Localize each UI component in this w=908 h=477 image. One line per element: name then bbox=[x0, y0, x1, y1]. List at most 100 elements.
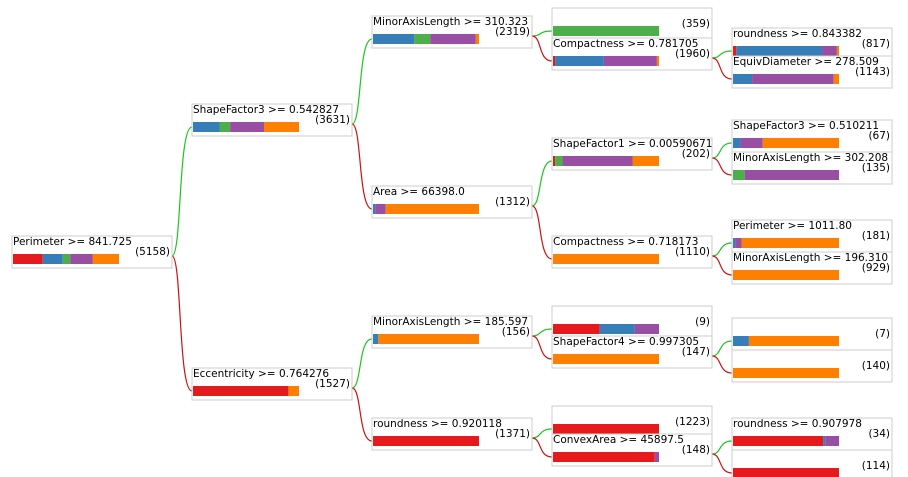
tree-node-n14: (1223) bbox=[551, 405, 713, 439]
class-bar-segment bbox=[741, 238, 839, 248]
class-bar-segment bbox=[219, 122, 231, 132]
class-bar-segment bbox=[733, 436, 824, 446]
edge-n1-n2 bbox=[171, 126, 193, 257]
node-condition: Perimeter >= 841.725 bbox=[13, 236, 132, 248]
edge-n5-n11 bbox=[531, 205, 553, 260]
class-bar-segment bbox=[553, 156, 556, 166]
node-condition: roundness >= 0.843382 bbox=[733, 28, 862, 40]
node-condition: Perimeter >= 1011.80 bbox=[733, 220, 852, 232]
tree-node-n6: MinorAxisLength >= 185.597(156) bbox=[371, 315, 533, 349]
class-bar-segment bbox=[553, 354, 659, 364]
class-bar-segment bbox=[62, 254, 71, 264]
class-bar-segment bbox=[373, 334, 379, 344]
tree-node-n19: MinorAxisLength >= 302.208(135) bbox=[731, 151, 893, 185]
tree-node-n5: Area >= 66398.0 (1312) bbox=[371, 185, 533, 219]
class-bar-segment bbox=[752, 74, 834, 84]
tree-node-n1: Perimeter >= 841.725(5158) bbox=[11, 235, 173, 269]
node-condition: ShapeFactor4 >= 0.997305 bbox=[553, 336, 699, 348]
node-count: (2319) bbox=[495, 26, 530, 38]
node-condition: Compactness >= 0.718173 bbox=[553, 236, 698, 248]
edge-n7-n15 bbox=[531, 437, 553, 458]
node-condition: ShapeFactor1 >= 0.00590671 bbox=[553, 138, 712, 150]
edge-n15-n25 bbox=[711, 453, 733, 474]
edge-n7-n14 bbox=[531, 428, 553, 439]
tree-node-n24: roundness >= 0.907978 (34) bbox=[731, 417, 893, 451]
edge-n11-n20 bbox=[711, 242, 733, 257]
node-count: (3631) bbox=[315, 114, 350, 126]
class-bar-segment bbox=[825, 436, 839, 446]
class-bar-segment bbox=[634, 324, 659, 334]
class-bar-segment bbox=[733, 468, 839, 477]
tree-node-n25: (114) bbox=[731, 449, 893, 477]
edge-n3-n6 bbox=[351, 338, 373, 389]
tree-node-n23: (140) bbox=[731, 349, 893, 383]
edge-n4-n8 bbox=[531, 30, 553, 37]
edge-n1-n3 bbox=[171, 255, 193, 392]
class-bar-segment bbox=[555, 156, 563, 166]
class-bar-segment bbox=[632, 156, 659, 166]
class-bar-segment bbox=[823, 436, 826, 446]
class-bar-segment bbox=[475, 34, 479, 44]
class-bar-segment bbox=[373, 436, 479, 446]
edge-n6-n12 bbox=[531, 328, 553, 337]
edge-n10-n19 bbox=[711, 157, 733, 176]
edge-n2-n4 bbox=[351, 38, 373, 125]
class-bar-segment bbox=[762, 138, 839, 148]
class-bar-segment bbox=[13, 254, 43, 264]
tree-node-n15: ConvexArea >= 45897.5(148) bbox=[551, 433, 713, 467]
class-bar-segment bbox=[733, 138, 741, 148]
node-condition: ShapeFactor3 >= 0.510211 bbox=[733, 120, 879, 132]
tree-node-n16: roundness >= 0.843382(817) bbox=[731, 27, 893, 61]
class-bar-segment bbox=[744, 170, 839, 180]
class-bar-segment bbox=[553, 452, 655, 462]
class-bar-segment bbox=[733, 46, 737, 56]
tree-nodes: Perimeter >= 841.725(5158) ShapeFactor3 >… bbox=[11, 7, 893, 477]
node-condition: ShapeFactor3 >= 0.542827 bbox=[193, 104, 339, 116]
node-condition: Compactness >= 0.781705 bbox=[553, 38, 698, 50]
edge-n11-n21 bbox=[711, 255, 733, 276]
class-bar-segment bbox=[373, 34, 415, 44]
node-count: (1312) bbox=[495, 196, 530, 208]
class-bar-segment bbox=[822, 46, 837, 56]
class-bar-segment bbox=[70, 254, 93, 264]
class-bar-segment bbox=[288, 386, 299, 396]
class-bar-segment bbox=[736, 46, 823, 56]
tree-node-n3: Eccentricity >= 0.764276(1527) bbox=[191, 367, 353, 401]
node-count: (7) bbox=[875, 328, 890, 340]
class-bar-segment bbox=[373, 204, 376, 214]
class-bar-segment bbox=[656, 56, 659, 66]
edge-n2-n5 bbox=[351, 123, 373, 210]
class-bar-segment bbox=[748, 336, 839, 346]
class-bar-segment bbox=[733, 368, 839, 378]
class-bar-segment bbox=[735, 238, 742, 248]
edge-n10-n18 bbox=[711, 142, 733, 159]
class-bar-segment bbox=[553, 254, 659, 264]
class-bar-segment bbox=[230, 122, 265, 132]
class-bar-segment bbox=[733, 238, 736, 248]
tree-edges bbox=[171, 30, 733, 474]
node-condition: ConvexArea >= 45897.5 bbox=[553, 434, 684, 446]
tree-node-n18: ShapeFactor3 >= 0.510211(67) bbox=[731, 119, 893, 153]
class-bar-segment bbox=[833, 74, 839, 84]
node-count: (1143) bbox=[855, 66, 890, 78]
edge-n13-n23 bbox=[711, 355, 733, 374]
node-count: (929) bbox=[862, 262, 890, 274]
class-bar-segment bbox=[193, 122, 220, 132]
node-condition: MinorAxisLength >= 196.310 bbox=[733, 252, 888, 264]
node-condition: MinorAxisLength >= 302.208 bbox=[733, 152, 888, 164]
class-bar-segment bbox=[92, 254, 119, 264]
node-count: (1527) bbox=[315, 378, 350, 390]
node-condition: roundness >= 0.920118 bbox=[373, 418, 502, 430]
tree-node-n22: (7) bbox=[731, 317, 893, 351]
node-count: (9) bbox=[695, 316, 710, 328]
node-condition: Eccentricity >= 0.764276 bbox=[193, 368, 329, 380]
class-bar-segment bbox=[733, 170, 745, 180]
node-count: (202) bbox=[682, 148, 710, 160]
tree-node-n13: ShapeFactor4 >= 0.997305(147) bbox=[551, 335, 713, 369]
node-count: (1960) bbox=[675, 48, 710, 60]
node-count: (1371) bbox=[495, 428, 530, 440]
class-bar-segment bbox=[378, 334, 479, 344]
class-bar-segment bbox=[42, 254, 63, 264]
tree-node-n10: ShapeFactor1 >= 0.00590671(202) bbox=[551, 137, 713, 171]
class-bar-segment bbox=[193, 386, 289, 396]
